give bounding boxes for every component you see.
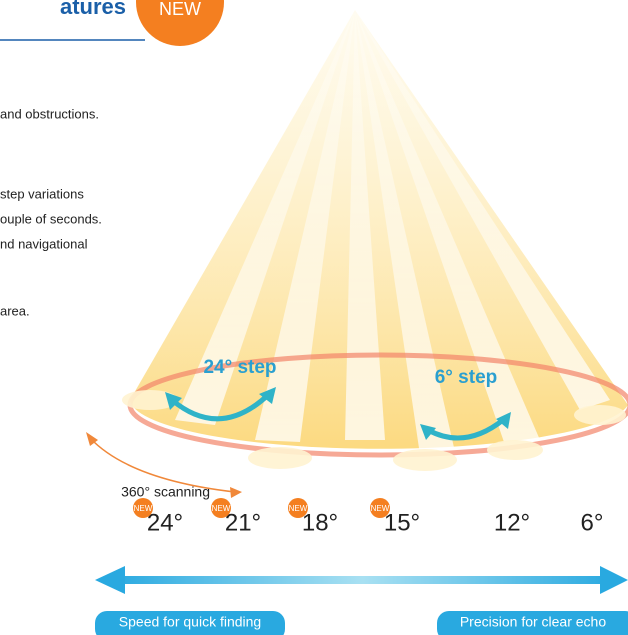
badge-text: NEW (159, 0, 201, 19)
step-angle: 12° (494, 509, 530, 536)
step-angle: 15° (384, 509, 420, 536)
new-badge-text: NEW (371, 504, 390, 513)
arrow-head (259, 387, 276, 404)
arrow-head (496, 412, 511, 429)
arrow-head (95, 566, 125, 594)
new-badge-text: NEW (212, 504, 231, 513)
new-badge (211, 498, 231, 518)
title: atures (60, 0, 126, 19)
step-angle: 18° (302, 509, 338, 536)
new-badge-text: NEW (289, 504, 308, 513)
new-badge (370, 498, 390, 518)
text-line: ouple of seconds. (0, 211, 102, 226)
arrow-head (600, 566, 628, 594)
new-badge-text: NEW (134, 504, 153, 513)
text-line: step variations (0, 186, 84, 201)
text-line: nd navigational (0, 236, 88, 251)
badge (136, 0, 224, 46)
step-arrow (426, 418, 505, 441)
text-line: and obstructions. (0, 106, 99, 121)
step-angle: 24° (147, 509, 183, 536)
pill (437, 611, 628, 635)
scale-bar (110, 576, 615, 584)
pill-text: Speed for quick finding (119, 614, 261, 630)
step-angle: 6° (581, 509, 604, 536)
rotation-label: 360° scanning (121, 484, 210, 500)
text-line: area. (0, 303, 30, 318)
step-angle: 21° (225, 509, 261, 536)
step-arrow (170, 393, 270, 422)
new-badge (288, 498, 308, 518)
arrow-head (86, 432, 98, 446)
arrow-head (230, 487, 242, 498)
rotation-arrow (89, 437, 236, 493)
step-label: 6° step (435, 367, 498, 388)
arrow-head (420, 424, 436, 440)
new-badge (133, 498, 153, 518)
arrow-head (165, 392, 182, 410)
step-label: 24° step (203, 357, 276, 378)
pill (95, 611, 285, 635)
cone (122, 10, 628, 471)
pill-text: Precision for clear echo (460, 614, 607, 630)
